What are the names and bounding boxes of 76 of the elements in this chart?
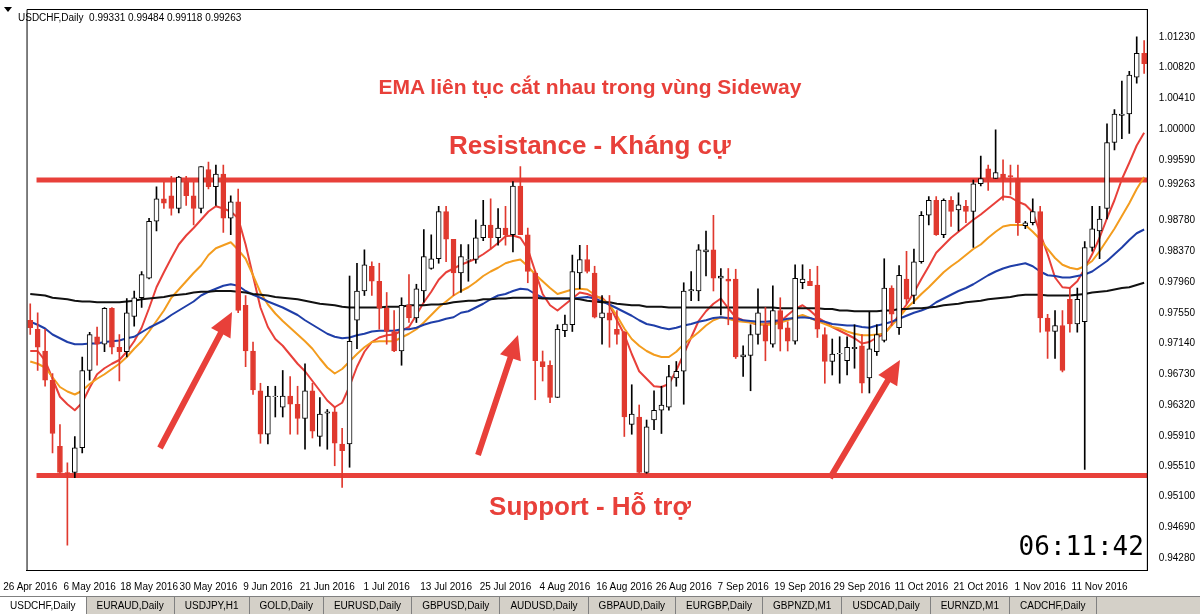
candlestick xyxy=(599,295,605,345)
candlestick xyxy=(1119,80,1125,140)
candlestick xyxy=(651,390,657,431)
candlestick xyxy=(1052,310,1058,359)
candlestick xyxy=(324,409,331,450)
y-tick-label: 0.95510 xyxy=(1158,459,1196,471)
x-tick-label: 26 Apr 2016 xyxy=(3,580,58,592)
candlestick xyxy=(673,361,680,387)
candlestick xyxy=(27,303,34,335)
x-tick-label: 9 Jun 2016 xyxy=(243,580,294,592)
y-tick-label: 0.99590 xyxy=(1158,153,1196,165)
y-tick-label: 0.94690 xyxy=(1158,521,1196,532)
text: EURAUD,Daily xyxy=(86,597,175,614)
text: EURNZD,M1 xyxy=(930,597,1010,614)
candlestick xyxy=(829,338,836,376)
candlestick xyxy=(628,384,635,435)
x-tick-label: 29 Sep 2016 xyxy=(833,580,891,592)
text: USDCHF,Daily xyxy=(0,597,87,614)
x-tick-label: 16 Aug 2016 xyxy=(596,580,653,592)
candlestick xyxy=(287,376,293,435)
candlestick xyxy=(688,271,694,302)
x-tick-label: 11 Nov 2016 xyxy=(1071,580,1128,592)
x-tick-label: 25 Jul 2016 xyxy=(479,580,532,592)
x-tick-label: 1 Jul 2016 xyxy=(363,580,411,592)
y-tick-label: 0.95910 xyxy=(1158,429,1196,441)
candlestick xyxy=(614,310,620,345)
y-tick-label: 0.96730 xyxy=(1158,368,1196,379)
x-tick-label: 13 Jul 2016 xyxy=(420,580,473,592)
text: GBPNZD,M1 xyxy=(763,597,843,614)
candlestick xyxy=(836,336,843,384)
candlestick xyxy=(977,155,984,187)
text: EMA liên tục cắt nhau trong vùng Sideway xyxy=(378,74,802,98)
y-tick-label: 0.95100 xyxy=(1158,490,1196,502)
y-tick-label: 0.97140 xyxy=(1158,337,1196,349)
x-tick-label: 21 Oct 2016 xyxy=(953,580,1009,592)
x-tick-label: 26 Aug 2016 xyxy=(655,580,713,592)
candlestick xyxy=(495,208,501,246)
x-tick-label: 6 May 2016 xyxy=(63,580,117,592)
y-tick-label: 1.00000 xyxy=(1158,122,1196,134)
x-tick-label: 7 Sep 2016 xyxy=(717,580,770,592)
x-tick-label: 19 Sep 2016 xyxy=(774,580,832,592)
candlestick xyxy=(725,268,732,326)
y-tick-label: 0.97550 xyxy=(1158,306,1196,318)
ref-line-label: Support - Hỗ trợ xyxy=(489,490,692,521)
text: EURUSD,Daily xyxy=(323,597,413,614)
y-tick-label: 0.99263 xyxy=(1158,178,1196,190)
y-tick-label: 0.94280 xyxy=(1158,551,1196,563)
text: CADCHF,Daily xyxy=(1009,597,1097,614)
text: GBPUSD,Daily xyxy=(412,597,501,614)
chart-subtitle: USDCHF,Daily 0.99331 0.99484 0.99118 0.99263 xyxy=(18,11,242,23)
y-tick-label: 0.96320 xyxy=(1158,398,1196,410)
y-tick-label: 1.00820 xyxy=(1158,61,1196,73)
x-tick-label: 30 May 2016 xyxy=(179,580,238,592)
text: GOLD,Daily xyxy=(249,597,324,614)
text: GBPAUD,Daily xyxy=(588,597,677,614)
x-tick-label: 4 Aug 2016 xyxy=(539,580,591,592)
y-tick-label: 0.98780 xyxy=(1158,214,1196,226)
x-tick-label: 1 Nov 2016 xyxy=(1014,580,1067,592)
text: USDCAD,Daily xyxy=(842,597,931,614)
x-tick-label: 21 Jun 2016 xyxy=(299,580,356,592)
candlestick xyxy=(272,385,279,418)
y-tick-label: 1.00410 xyxy=(1158,92,1196,103)
x-tick-label: 18 May 2016 xyxy=(120,580,179,592)
y-tick-label: 0.98370 xyxy=(1158,245,1196,256)
candlestick xyxy=(94,326,100,366)
candlestick xyxy=(740,345,746,377)
text: EURGBP,Daily xyxy=(676,597,764,614)
candlestick xyxy=(279,370,286,418)
y-tick-label: 1.01230 xyxy=(1158,30,1196,42)
y-tick-label: 0.97960 xyxy=(1158,275,1196,287)
text: USDJPY,H1 xyxy=(174,597,250,614)
annotation: 06:11:42 xyxy=(1018,531,1144,561)
x-tick-label: 11 Oct 2016 xyxy=(894,580,949,592)
candlestick xyxy=(718,268,724,316)
ref-line-label: Resistance - Kháng cự xyxy=(449,130,732,161)
text: AUDUSD,Daily xyxy=(500,597,589,614)
